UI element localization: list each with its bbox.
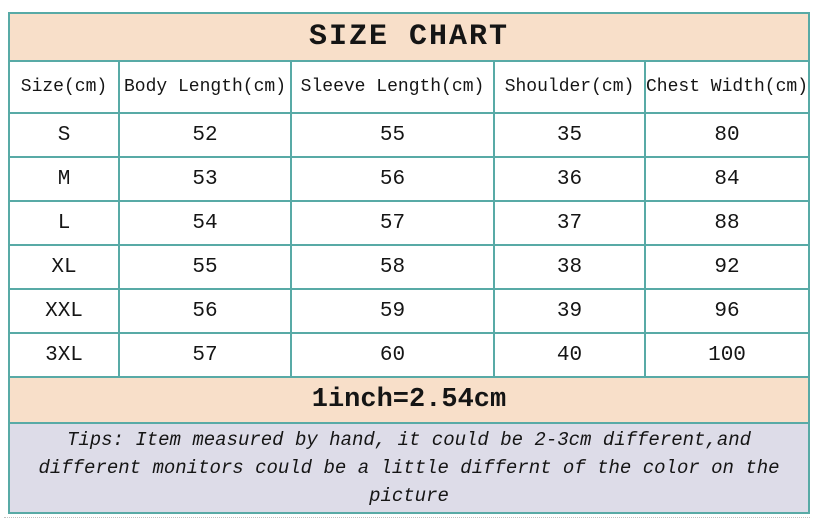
table-cell: 35 bbox=[495, 114, 646, 158]
header-cell: Shoulder(cm) bbox=[495, 62, 646, 114]
table-row: 3XL 57 60 40 100 bbox=[10, 334, 808, 378]
table-cell: 57 bbox=[292, 202, 495, 246]
table-cell: 56 bbox=[292, 158, 495, 202]
table-row: M 53 56 36 84 bbox=[10, 158, 808, 202]
table-cell: 84 bbox=[646, 158, 808, 202]
table-cell: 56 bbox=[120, 290, 292, 334]
tips-note: Tips: Item measured by hand, it could be… bbox=[10, 424, 808, 512]
table-cell: 57 bbox=[120, 334, 292, 378]
table-row: XL 55 58 38 92 bbox=[10, 246, 808, 290]
table-body: S 52 55 35 80 M 53 56 36 84 L 54 57 37 88 XL 55 58 38 92 XXL… bbox=[10, 114, 808, 378]
table-cell: 54 bbox=[120, 202, 292, 246]
table-cell: 59 bbox=[292, 290, 495, 334]
table-cell: 40 bbox=[495, 334, 646, 378]
header-cell: Body Length(cm) bbox=[120, 62, 292, 114]
table-cell: 37 bbox=[495, 202, 646, 246]
table-cell: 36 bbox=[495, 158, 646, 202]
table-cell: M bbox=[10, 158, 120, 202]
table-cell: 55 bbox=[120, 246, 292, 290]
table-cell: 92 bbox=[646, 246, 808, 290]
table-cell: 80 bbox=[646, 114, 808, 158]
table-cell: L bbox=[10, 202, 120, 246]
bottom-edge-line bbox=[4, 517, 810, 518]
table-cell: 55 bbox=[292, 114, 495, 158]
table-row: S 52 55 35 80 bbox=[10, 114, 808, 158]
table-cell: XXL bbox=[10, 290, 120, 334]
table-cell: 60 bbox=[292, 334, 495, 378]
table-cell: 88 bbox=[646, 202, 808, 246]
header-cell: Size(cm) bbox=[10, 62, 120, 114]
table-row: XXL 56 59 39 96 bbox=[10, 290, 808, 334]
header-cell: Sleeve Length(cm) bbox=[292, 62, 495, 114]
table-cell: 39 bbox=[495, 290, 646, 334]
header-cell: Chest Width(cm) bbox=[646, 62, 808, 114]
table-cell: S bbox=[10, 114, 120, 158]
table-cell: XL bbox=[10, 246, 120, 290]
table-header-row: Size(cm) Body Length(cm) Sleeve Length(cm)… bbox=[10, 62, 808, 114]
table-cell: 100 bbox=[646, 334, 808, 378]
table-cell: 3XL bbox=[10, 334, 120, 378]
table-cell: 53 bbox=[120, 158, 292, 202]
table-cell: 58 bbox=[292, 246, 495, 290]
table-cell: 52 bbox=[120, 114, 292, 158]
table-cell: 38 bbox=[495, 246, 646, 290]
unit-conversion-note: 1inch=2.54cm bbox=[10, 378, 808, 424]
table-row: L 54 57 37 88 bbox=[10, 202, 808, 246]
page-title: SIZE CHART bbox=[10, 14, 808, 62]
table-cell: 96 bbox=[646, 290, 808, 334]
size-chart-table: SIZE CHART Size(cm) Body Length(cm) Sleeve… bbox=[8, 12, 810, 514]
